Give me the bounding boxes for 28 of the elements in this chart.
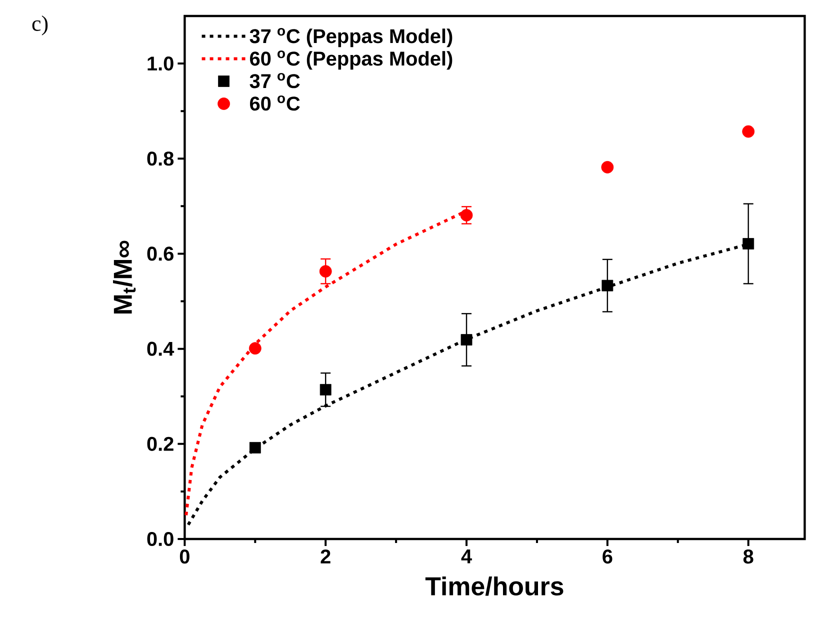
point (602, 280, 614, 292)
point (460, 209, 473, 222)
y-tick-label: 0.6 (147, 246, 174, 261)
x-tick-label: 8 (743, 550, 754, 564)
point (319, 265, 332, 278)
y-tick-label: 1.0 (148, 56, 174, 71)
x-tick-label: 2 (320, 550, 330, 564)
point (248, 342, 262, 355)
point (742, 125, 755, 138)
x-tick-label: 6 (602, 550, 612, 564)
x-axis-title: Time/hours (425, 576, 564, 596)
legend-label: 37 $^{o}$C (Peppas Model) (250, 28, 452, 48)
point (601, 160, 614, 174)
y-tick-label: 0.2 (147, 436, 174, 451)
y-tick-label: 0.4 (147, 342, 174, 356)
legend-label: 60 $^{o}$C (Peppas Model) (250, 50, 452, 70)
y-tick-label: 0.8 (147, 152, 174, 166)
point (460, 334, 472, 346)
x-tick-label: 4 (461, 550, 472, 564)
point (249, 442, 261, 454)
y-axis-title: M$_{t}$/M∞ (113, 240, 136, 314)
text: c) (32, 16, 48, 36)
legend-label: 37 $^{o}$C (250, 72, 300, 88)
legend-label: 60 $^{o}$C (250, 95, 300, 111)
point (320, 384, 332, 396)
y-tick-label: 0.0 (147, 532, 174, 546)
x-tick-label: 0 (180, 550, 190, 564)
point (742, 238, 754, 250)
